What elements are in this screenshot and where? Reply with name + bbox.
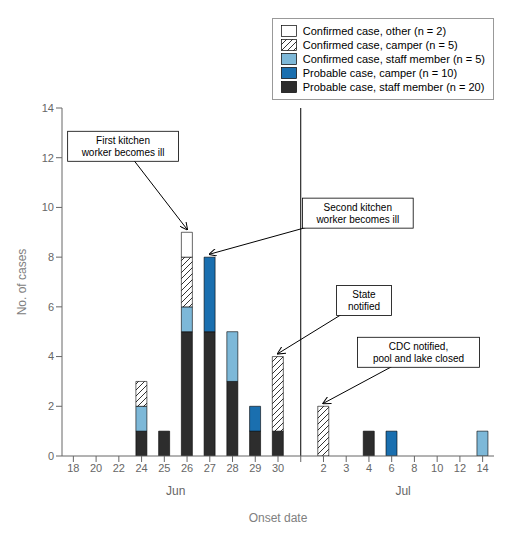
html-text:Probable case, staff member (n: Probable case, staff member (n = 20) — [302, 81, 485, 93]
svg-text:4: 4 — [48, 350, 54, 362]
svg-text:25: 25 — [158, 462, 170, 474]
svg-text:6: 6 — [389, 462, 395, 474]
svg-text:10: 10 — [42, 201, 54, 213]
svg-text:6: 6 — [48, 301, 54, 313]
svg-text:27: 27 — [204, 462, 216, 474]
html-text:Probable case, camper (n = 10): Probable case, camper (n = 10) — [302, 67, 458, 79]
svg-text:Statenotified: Statenotified — [348, 289, 380, 312]
svg-text:Jul: Jul — [395, 484, 410, 498]
html-text:Confirmed case, staff member (: Confirmed case, staff member (n = 5) — [302, 53, 485, 65]
svg-text:26: 26 — [181, 462, 193, 474]
svg-text:Jun: Jun — [166, 484, 185, 498]
svg-text:10: 10 — [431, 462, 443, 474]
svg-text:8: 8 — [411, 462, 417, 474]
svg-text:Onset date: Onset date — [249, 511, 308, 525]
svg-text:Second kitchenworker becomes i: Second kitchenworker becomes ill — [315, 202, 399, 225]
svg-text:First kitchenworker becomes il: First kitchenworker becomes ill — [81, 135, 165, 158]
svg-text:22: 22 — [113, 462, 125, 474]
svg-text:28: 28 — [226, 462, 238, 474]
svg-text:No. of cases: No. of cases — [15, 249, 29, 316]
svg-text:2: 2 — [320, 462, 326, 474]
svg-text:30: 30 — [272, 462, 284, 474]
html-text:Confirmed case, camper (n = 5): Confirmed case, camper (n = 5) — [302, 39, 458, 51]
svg-text:3: 3 — [343, 462, 349, 474]
svg-text:0: 0 — [48, 450, 54, 462]
svg-text:18: 18 — [67, 462, 79, 474]
svg-text:12: 12 — [454, 462, 466, 474]
svg-text:CDC notified,pool and lake clo: CDC notified,pool and lake closed — [373, 341, 464, 364]
html-text:Confirmed case, other (n = 2): Confirmed case, other (n = 2) — [302, 25, 447, 37]
svg-text:14: 14 — [42, 102, 54, 114]
svg-text:14: 14 — [477, 462, 489, 474]
svg-text:20: 20 — [90, 462, 102, 474]
svg-text:24: 24 — [135, 462, 147, 474]
svg-text:4: 4 — [366, 462, 372, 474]
svg-text:2: 2 — [48, 400, 54, 412]
svg-text:29: 29 — [249, 462, 261, 474]
svg-text:8: 8 — [48, 251, 54, 263]
svg-text:12: 12 — [42, 152, 54, 164]
